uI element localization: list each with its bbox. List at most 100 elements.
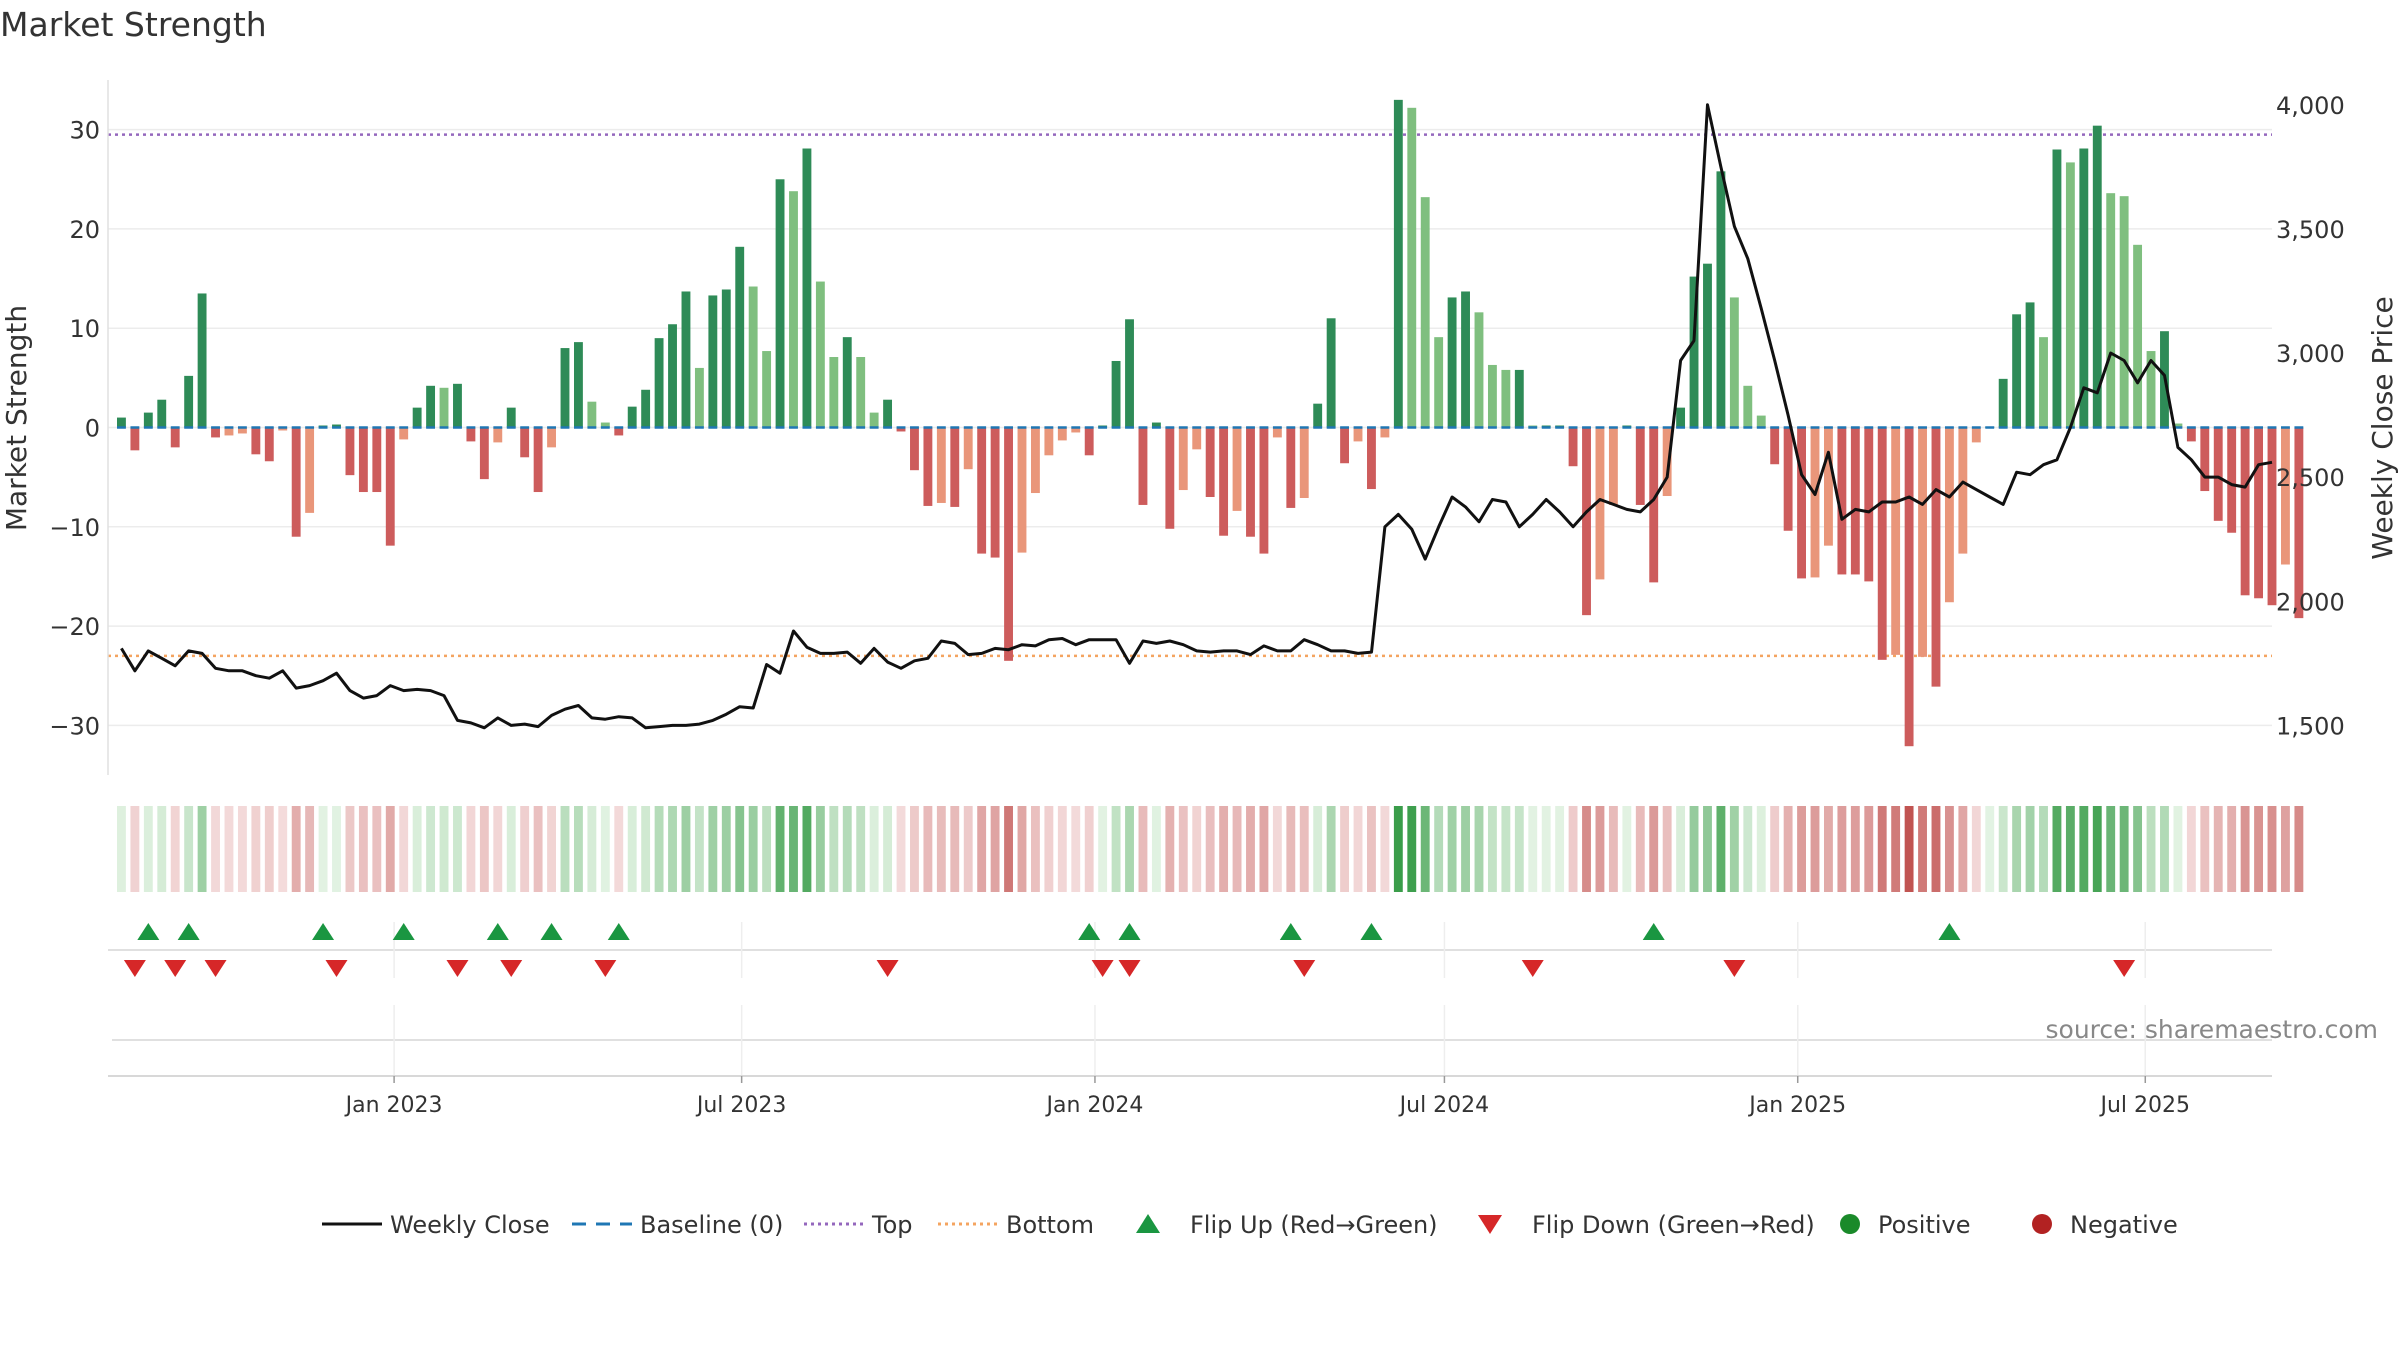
heat-cell	[762, 806, 772, 892]
bottom-panel	[112, 1005, 2272, 1075]
heat-cell	[963, 806, 973, 892]
strength-bar	[547, 427, 556, 448]
strength-bar	[1084, 427, 1094, 456]
strength-bar	[1044, 427, 1054, 456]
strength-bar	[157, 399, 167, 428]
heat-cell	[412, 806, 422, 892]
heat-cell	[143, 806, 153, 892]
heat-cell	[439, 806, 449, 892]
legend-item-negative: Negative	[2032, 1211, 2178, 1239]
strength-bar	[466, 427, 476, 442]
flip-up-marker	[1642, 923, 1665, 940]
strength-bar	[372, 427, 382, 493]
heat-cell	[1165, 806, 1175, 892]
strength-bar	[291, 427, 301, 537]
heat-cell	[2186, 806, 2196, 892]
legend-item-positive: Positive	[1840, 1211, 1971, 1239]
weekly-close-line-group	[120, 103, 2273, 730]
heat-cell	[1864, 806, 1874, 892]
y-right-tick-label: 1,500	[2276, 712, 2345, 740]
legend-label: Top	[871, 1211, 913, 1239]
heat-cell	[2065, 806, 2075, 892]
strength-bar	[1568, 427, 1578, 467]
strength-bar	[923, 427, 933, 506]
strength-bar	[1030, 427, 1040, 494]
strength-bar	[694, 367, 704, 428]
strength-bar	[237, 427, 247, 434]
legend-label: Positive	[1878, 1211, 1971, 1239]
heat-cell	[614, 806, 624, 892]
flip-up-marker	[392, 923, 415, 940]
heat-cell	[1595, 806, 1605, 892]
strength-bar	[1299, 427, 1309, 498]
strength-bar	[520, 427, 530, 458]
strength-bar	[2133, 244, 2143, 428]
heat-cell	[1084, 806, 1094, 892]
heat-cell	[1582, 806, 1591, 892]
heat-cell	[2119, 806, 2129, 892]
heat-cell	[1904, 806, 1914, 892]
strength-bar	[1057, 427, 1067, 441]
flip-down-marker	[164, 960, 187, 977]
heat-cell	[197, 806, 207, 892]
strength-bar	[1380, 427, 1390, 438]
heat-cell	[1689, 806, 1699, 892]
strength-bar	[627, 406, 637, 428]
heat-cell	[1985, 806, 1995, 892]
strength-bar	[143, 412, 153, 428]
heat-cell	[1299, 806, 1309, 892]
heat-cell	[184, 806, 194, 892]
strength-bar	[2200, 427, 2210, 492]
heat-cell	[1649, 806, 1659, 892]
y-left-tick-label: −20	[49, 613, 100, 641]
strength-bar	[2227, 427, 2237, 533]
flip-down-marker	[1521, 960, 1544, 977]
x-tick-label: Jan 2024	[1044, 1093, 1143, 1118]
strength-bar	[977, 427, 987, 554]
heat-cell	[869, 806, 879, 892]
source-note: source: sharemaestro.com	[2046, 1015, 2379, 1044]
strength-bar	[1353, 427, 1363, 442]
heat-cell	[896, 806, 906, 892]
strength-bar	[479, 427, 489, 480]
strength-bar	[1944, 427, 1954, 603]
heat-cell	[1729, 806, 1739, 892]
heat-cell	[789, 806, 798, 892]
heat-cell	[627, 806, 637, 892]
strength-bar	[1971, 427, 1981, 443]
legend-item-top: Top	[804, 1211, 913, 1239]
heat-cell	[1326, 806, 1336, 892]
heat-cell	[1111, 806, 1121, 892]
strength-bar	[1487, 364, 1497, 428]
strength-bar	[1918, 427, 1927, 657]
strength-bar	[1595, 427, 1605, 580]
strength-bar	[2092, 125, 2102, 428]
strength-bar	[748, 286, 758, 428]
strength-bar	[1770, 427, 1780, 465]
heat-cell	[1837, 806, 1847, 892]
strength-bar	[1461, 291, 1470, 428]
flip-down-marker	[446, 960, 469, 977]
heat-cell	[2160, 806, 2169, 892]
heat-cell	[251, 806, 261, 892]
heat-cell	[668, 806, 677, 892]
strength-bar	[533, 427, 543, 493]
heat-cell	[1716, 806, 1726, 892]
strength-bar	[2052, 149, 2062, 428]
heat-cell	[1756, 806, 1766, 892]
heat-cell	[130, 806, 140, 892]
x-axis: Jan 2023 Jul 2023 Jan 2024 Jul 2024 Jan 2025…	[108, 1075, 2272, 1118]
strength-bar	[990, 427, 1000, 558]
strength-bar	[1246, 427, 1255, 537]
heat-cell	[1259, 806, 1269, 892]
y-left-tick-label: −10	[49, 514, 100, 542]
heat-cell	[1138, 806, 1148, 892]
heat-cell	[573, 806, 583, 892]
strength-bar	[1272, 427, 1282, 438]
flip-down-marker	[325, 960, 348, 977]
heat-cell	[1703, 806, 1712, 892]
strength-bar	[399, 427, 409, 440]
heat-cell	[224, 806, 234, 892]
strength-bar	[1259, 427, 1269, 554]
